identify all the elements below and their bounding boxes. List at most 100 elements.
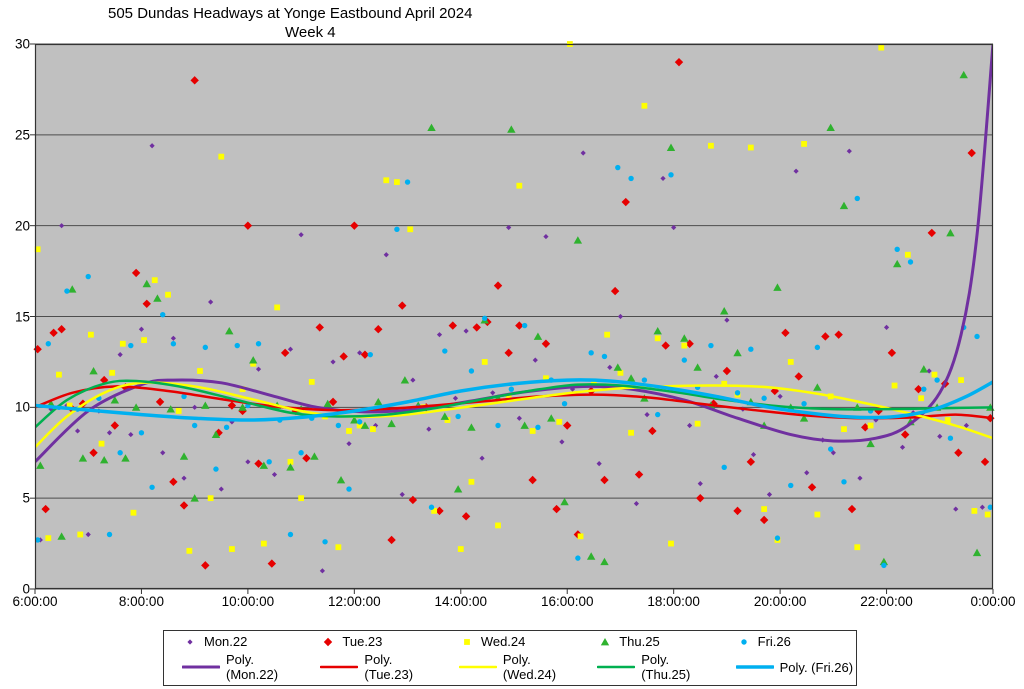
data-point-marker [547, 414, 556, 422]
data-point-marker [410, 377, 416, 383]
data-point-marker [953, 506, 959, 512]
data-point-marker [121, 454, 130, 462]
triangle-marker-icon [601, 637, 610, 645]
series-Wed.24 [34, 41, 991, 554]
data-point-marker [453, 485, 463, 493]
data-point-marker [106, 531, 113, 538]
data-point-marker [506, 224, 512, 231]
data-point-marker [613, 363, 622, 371]
data-point-marker [255, 341, 262, 347]
trendlines [35, 44, 993, 464]
legend-label: Poly. (Fri.26) [779, 659, 854, 675]
data-point-marker [128, 431, 134, 438]
data-point-marker [601, 353, 608, 360]
data-point-marker [287, 346, 294, 352]
data-point-marker [78, 454, 88, 462]
data-point-marker [535, 424, 541, 431]
data-point-marker [648, 426, 657, 436]
data-point-marker [218, 153, 225, 160]
data-point-marker [461, 512, 471, 521]
data-point-marker [319, 568, 325, 574]
data-point-marker [887, 348, 897, 358]
y-axis-label-5: 5 [22, 490, 30, 506]
data-point-marker [322, 539, 328, 545]
data-point-marker [207, 495, 214, 502]
data-point-marker [201, 401, 210, 409]
data-point-marker [427, 123, 436, 131]
data-point-marker [467, 423, 476, 431]
data-point-marker [687, 422, 693, 429]
data-point-marker [141, 337, 148, 344]
data-point-marker [610, 286, 620, 296]
data-point-marker [138, 326, 145, 332]
data-point-marker [559, 439, 565, 445]
data-point-marker [255, 366, 262, 372]
data-point-marker [286, 463, 295, 471]
y-axis-label-25: 25 [14, 127, 30, 143]
data-point-marker [883, 324, 890, 330]
data-point-marker [556, 418, 563, 425]
trendline-swatch-icon [735, 665, 774, 669]
data-point-marker [532, 357, 538, 363]
data-point-marker [633, 501, 640, 507]
data-point-marker [34, 537, 41, 543]
plot-area [30, 41, 995, 594]
data-point-marker [179, 452, 189, 460]
data-point-marker [793, 168, 799, 174]
y-axis-label-0: 0 [22, 581, 30, 597]
data-point-marker [404, 179, 411, 185]
data-point-marker [245, 459, 251, 465]
data-point-marker [218, 486, 224, 492]
data-point-marker [543, 233, 549, 240]
data-point-marker [827, 446, 834, 452]
data-point-marker [520, 421, 529, 429]
data-point-marker [761, 395, 767, 401]
data-point-marker [99, 456, 109, 464]
legend: Mon.22 Tue.23 Wed.24 Thu.25 Fri.26 Poly. (Mo… [163, 630, 857, 686]
data-point-marker [370, 426, 376, 433]
data-point-marker [339, 352, 348, 361]
data-point-marker [724, 317, 730, 323]
data-point-marker [87, 331, 94, 338]
data-point-marker [89, 367, 98, 375]
data-point-marker [440, 412, 450, 420]
data-point-marker [577, 533, 584, 540]
data-point-marker [634, 470, 644, 479]
data-point-marker [580, 150, 586, 156]
data-point-marker [857, 475, 863, 481]
data-point-marker [110, 421, 120, 430]
data-point-marker [186, 547, 193, 554]
data-point-marker [271, 471, 278, 478]
data-point-marker [407, 226, 414, 233]
data-point-marker [74, 428, 81, 434]
data-point-marker [34, 246, 41, 253]
data-point-marker [495, 522, 501, 529]
legend-item-Tue.23: Tue.23 [302, 634, 440, 649]
x-axis-label: 10:00:00 [221, 594, 275, 609]
trendline-swatch-icon [458, 665, 497, 669]
data-point-marker [280, 348, 290, 358]
data-point-marker [335, 544, 342, 551]
data-point-marker [426, 426, 432, 432]
data-point-marker [759, 515, 769, 525]
data-point-marker [346, 441, 352, 447]
legend-label: Fri.26 [757, 634, 791, 649]
data-point-marker [733, 506, 742, 516]
data-point-marker [834, 330, 843, 339]
data-point-marker [654, 335, 661, 342]
data-point-marker [946, 228, 955, 237]
data-point-marker [954, 448, 963, 457]
data-point-marker [302, 454, 311, 463]
data-point-marker [972, 548, 982, 557]
data-point-marker [734, 390, 741, 396]
data-point-marker [821, 332, 830, 341]
x-axis-label: 16:00:00 [540, 594, 594, 609]
data-point-marker [66, 402, 73, 409]
diamond-marker-icon [324, 637, 333, 646]
data-point-marker [721, 464, 727, 470]
data-point-marker [674, 57, 684, 67]
data-point-marker [356, 419, 363, 425]
data-point-marker [435, 506, 444, 516]
data-point-marker [408, 495, 418, 505]
data-point-marker [436, 332, 443, 338]
